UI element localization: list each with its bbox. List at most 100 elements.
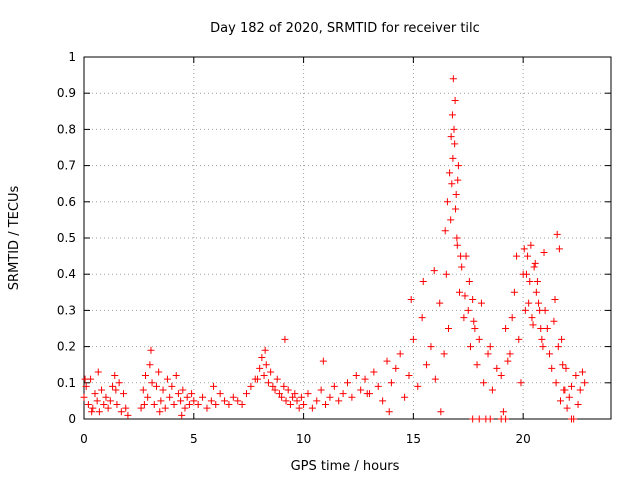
data-point xyxy=(247,382,255,390)
data-point xyxy=(150,401,158,409)
data-point xyxy=(528,314,536,322)
data-point xyxy=(552,379,560,387)
data-point xyxy=(94,368,102,376)
data-point xyxy=(449,75,457,83)
data-point xyxy=(264,379,272,387)
data-point xyxy=(117,408,125,416)
data-point xyxy=(449,154,457,162)
plot-frame xyxy=(83,56,612,420)
data-point xyxy=(242,390,250,398)
data-point xyxy=(525,299,533,307)
data-point xyxy=(486,343,494,351)
data-point xyxy=(289,393,297,401)
data-point xyxy=(387,379,395,387)
data-point xyxy=(183,393,191,401)
data-point xyxy=(526,277,534,285)
data-point xyxy=(440,350,448,358)
data-point xyxy=(297,393,305,401)
data-point xyxy=(437,408,445,416)
data-point xyxy=(513,252,521,260)
data-point xyxy=(152,382,160,390)
data-point xyxy=(319,357,327,365)
data-point xyxy=(147,346,155,354)
data-point xyxy=(546,350,554,358)
data-point xyxy=(499,408,507,416)
y-tick-label: 0.9 xyxy=(57,86,76,100)
data-point xyxy=(155,368,163,376)
data-point xyxy=(185,401,193,409)
data-point xyxy=(458,263,466,271)
data-point xyxy=(445,325,453,332)
data-point xyxy=(124,411,132,419)
data-point xyxy=(120,390,128,398)
data-point xyxy=(453,234,461,242)
data-point xyxy=(291,390,299,398)
data-point xyxy=(383,357,391,365)
data-point xyxy=(188,390,196,398)
data-point xyxy=(179,386,187,394)
data-point xyxy=(464,306,472,314)
data-point xyxy=(533,277,541,285)
data-point xyxy=(530,263,538,271)
data-point xyxy=(258,353,266,361)
data-point xyxy=(401,393,409,401)
data-point xyxy=(300,401,308,409)
data-point xyxy=(91,390,99,398)
data-point xyxy=(172,372,180,380)
data-point xyxy=(536,306,544,314)
data-point xyxy=(466,343,474,351)
data-point xyxy=(455,288,463,296)
data-point xyxy=(212,401,220,409)
data-point xyxy=(441,227,449,235)
data-point xyxy=(330,382,338,390)
data-point xyxy=(141,372,149,380)
data-point xyxy=(159,386,167,394)
data-point xyxy=(460,314,468,322)
data-point xyxy=(385,408,393,416)
data-point xyxy=(532,288,540,296)
y-tick-label: 1 xyxy=(68,50,76,64)
data-point xyxy=(527,241,535,249)
data-point xyxy=(567,382,575,390)
data-point xyxy=(539,343,547,351)
data-point xyxy=(572,372,580,380)
data-point xyxy=(563,404,571,412)
data-point xyxy=(234,397,242,405)
data-point xyxy=(102,393,110,401)
data-point xyxy=(537,325,545,332)
data-point xyxy=(177,397,185,405)
data-point xyxy=(221,397,229,405)
data-point xyxy=(535,299,543,307)
data-point xyxy=(89,404,97,412)
data-point xyxy=(106,397,114,405)
data-point xyxy=(282,397,290,405)
data-point xyxy=(140,401,148,409)
data-point xyxy=(562,364,570,372)
data-point xyxy=(104,404,112,412)
chart-title: Day 182 of 2020, SRMTID for receiver til… xyxy=(210,21,480,36)
data-point xyxy=(453,241,461,249)
y-axis-ticks: 0 0.1 0.2 0.3 0.4 0.5 0.6 0.7 0.8 0.9 1 xyxy=(57,50,611,426)
data-point xyxy=(576,386,584,394)
data-point xyxy=(436,299,444,307)
data-point xyxy=(156,408,164,416)
data-point xyxy=(451,140,459,148)
data-point xyxy=(469,296,477,304)
data-point xyxy=(423,361,431,369)
data-point xyxy=(543,325,551,332)
data-point xyxy=(418,314,426,322)
data-point xyxy=(82,382,90,390)
data-point xyxy=(267,368,275,376)
data-point xyxy=(284,386,292,394)
data-point xyxy=(194,401,202,409)
x-tick-label: 10 xyxy=(296,432,311,446)
data-point xyxy=(555,245,563,253)
data-point xyxy=(524,252,532,260)
data-point xyxy=(112,386,120,394)
data-point xyxy=(414,382,422,390)
data-point xyxy=(396,350,404,358)
data-point xyxy=(281,335,289,343)
data-point xyxy=(293,397,301,405)
data-point xyxy=(447,133,455,141)
